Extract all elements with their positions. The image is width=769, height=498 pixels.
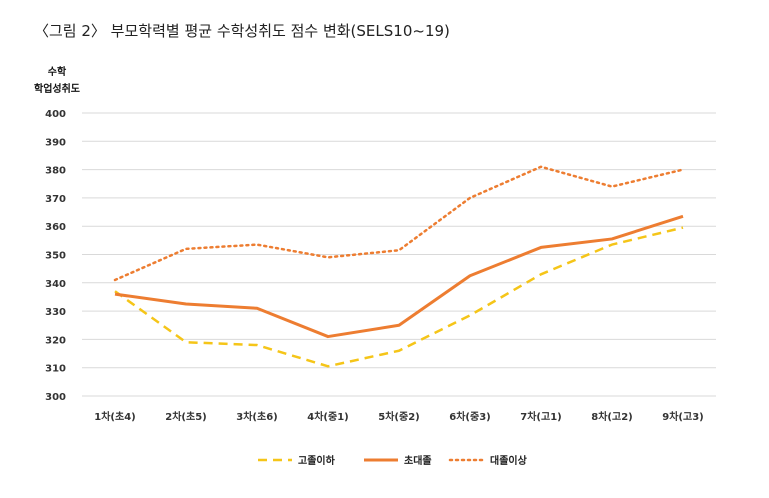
y-tick-label: 330: [45, 307, 66, 318]
x-tick-label: 3차(초6): [236, 410, 277, 423]
series-line-3: [113, 165, 685, 282]
y-tick-label: 400: [45, 109, 66, 120]
legend-label: 초대졸: [404, 454, 432, 467]
x-tick-label: 4차(중1): [307, 410, 348, 423]
legend-label: 고졸이하: [298, 454, 336, 467]
y-axis-label-line-2: 학업성취도: [34, 84, 80, 95]
legend: 고졸이하 초대졸 대졸이상: [258, 454, 528, 467]
y-tick-label: 390: [45, 137, 66, 148]
x-tick-label: 6차(중3): [449, 410, 490, 423]
x-tick-label: 7차(고1): [520, 410, 561, 423]
y-tick-label: 360: [45, 222, 66, 233]
y-tick-label: 350: [45, 251, 66, 262]
y-tick-label: 340: [45, 279, 66, 290]
y-tick-label: 310: [45, 364, 66, 375]
x-tick-label: 2차(초5): [165, 410, 206, 423]
figure-title: 〈그림 2〉 부모학력별 평균 수학성취도 점수 변화(SELS10~19): [34, 22, 450, 40]
series-lines: [113, 165, 685, 368]
y-tick-label: 300: [45, 392, 66, 403]
x-tick-label: 8차(고2): [591, 410, 632, 423]
x-tick-label: 5차(중2): [378, 410, 419, 423]
legend-label: 대졸이상: [490, 454, 528, 467]
y-tick-label: 370: [45, 194, 66, 205]
gridlines: [82, 112, 716, 397]
y-axis-ticks: 300 310 320 330 340 350 360 370 380 390 400: [45, 109, 66, 403]
x-axis-ticks: 1차(초4) 2차(초5) 3차(초6) 4차(중1) 5차(중2) 6차(중3) 7차(고…: [94, 410, 703, 423]
series-line-2: [114, 214, 684, 339]
x-tick-label: 1차(초4): [94, 410, 135, 423]
y-axis-label-line-1: 수학: [47, 67, 67, 78]
y-tick-label: 320: [45, 335, 66, 346]
y-tick-label: 380: [45, 166, 66, 177]
x-tick-label: 9차(고3): [662, 410, 703, 423]
series-line-1: [114, 226, 684, 368]
